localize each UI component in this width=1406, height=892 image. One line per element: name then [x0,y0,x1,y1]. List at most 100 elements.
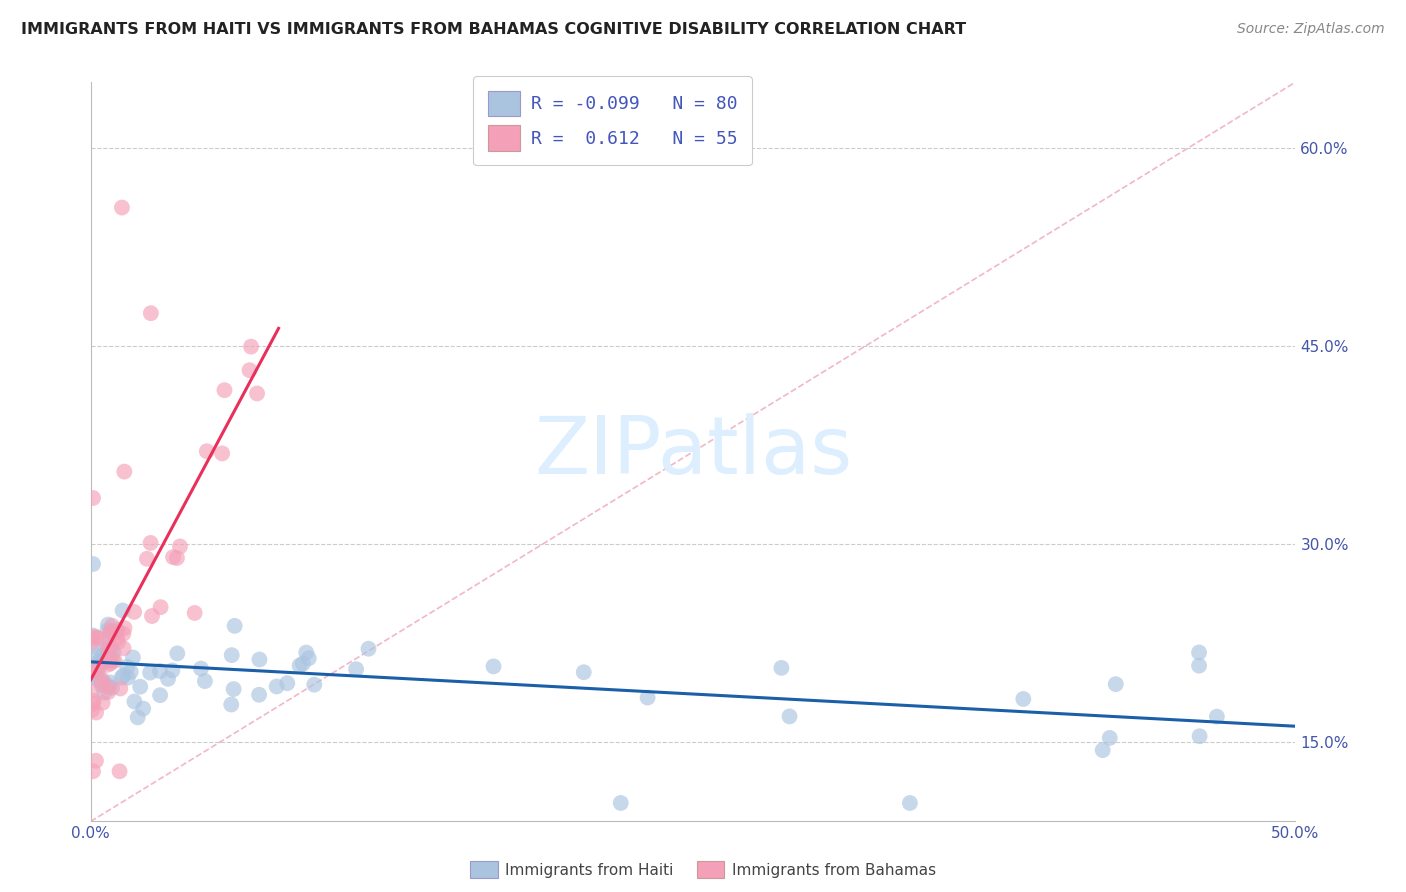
Point [112,626,135,640]
Point [107,624,129,639]
Point [101,618,124,632]
Point [1205,709,1227,723]
Point [117,671,139,685]
Point [101,653,124,667]
Point [105,632,128,646]
Point [124,694,146,708]
Point [898,796,921,810]
Point [304,678,326,692]
Point [288,658,311,673]
Point [122,605,145,619]
Point [98,625,121,640]
Point [1098,731,1121,745]
Point [83,630,105,644]
Text: ZIPatlas: ZIPatlas [534,413,852,491]
Point [139,306,162,320]
Point [90,672,112,686]
Point [82,491,104,505]
Point [136,551,159,566]
Point [97,635,120,649]
Point [246,386,269,401]
Point [1091,743,1114,757]
Point [149,688,172,702]
Point [111,201,134,215]
Point [238,363,260,377]
Point [101,625,124,640]
Point [112,641,135,656]
Point [87,648,110,663]
Point [1188,658,1211,673]
Point [482,659,505,673]
Point [115,660,138,674]
Point [166,551,188,566]
Point [93,686,115,700]
Point [1105,677,1128,691]
Point [93,646,115,660]
Point [169,540,191,554]
Point [120,665,142,679]
Point [89,654,111,668]
Point [129,680,152,694]
Point [139,665,162,680]
Point [572,665,595,680]
Point [132,701,155,715]
Point [214,383,236,397]
Point [86,664,108,678]
Point [104,625,127,640]
Point [149,600,172,615]
Point [83,665,105,679]
Point [82,764,104,779]
Point [97,640,120,654]
Point [162,664,184,678]
Point [100,625,122,640]
Point [276,676,298,690]
Point [89,658,111,673]
Point [122,650,145,665]
Point [1188,645,1211,659]
Point [195,444,218,458]
Legend: Immigrants from Haiti, Immigrants from Bahamas: Immigrants from Haiti, Immigrants from B… [464,855,942,884]
Point [97,657,120,672]
Point [100,643,122,657]
Point [295,646,318,660]
Point [344,662,367,676]
Point [101,681,124,695]
Point [82,683,104,698]
Point [96,654,118,668]
Point [249,652,271,666]
Point [149,664,172,678]
Point [100,656,122,670]
Point [97,685,120,699]
Point [112,465,135,479]
Point [190,662,212,676]
Point [222,682,245,697]
Point [266,680,288,694]
Point [82,557,104,571]
Point [247,688,270,702]
Point [97,680,120,694]
Point [221,648,243,662]
Point [80,635,103,649]
Point [211,446,233,460]
Point [114,621,136,635]
Text: IMMIGRANTS FROM HAITI VS IMMIGRANTS FROM BAHAMAS COGNITIVE DISABILITY CORRELATIO: IMMIGRANTS FROM HAITI VS IMMIGRANTS FROM… [21,22,966,37]
Point [166,646,188,660]
Point [98,640,121,654]
Point [86,631,108,645]
Point [183,606,205,620]
Point [104,654,127,668]
Point [89,652,111,666]
Point [84,754,107,768]
Point [112,668,135,682]
Point [93,655,115,669]
Point [240,340,263,354]
Point [86,672,108,686]
Point [91,675,114,690]
Point [1012,692,1035,706]
Point [224,619,246,633]
Point [162,550,184,565]
Point [98,653,121,667]
Point [127,710,149,724]
Point [82,628,104,642]
Point [194,674,217,689]
